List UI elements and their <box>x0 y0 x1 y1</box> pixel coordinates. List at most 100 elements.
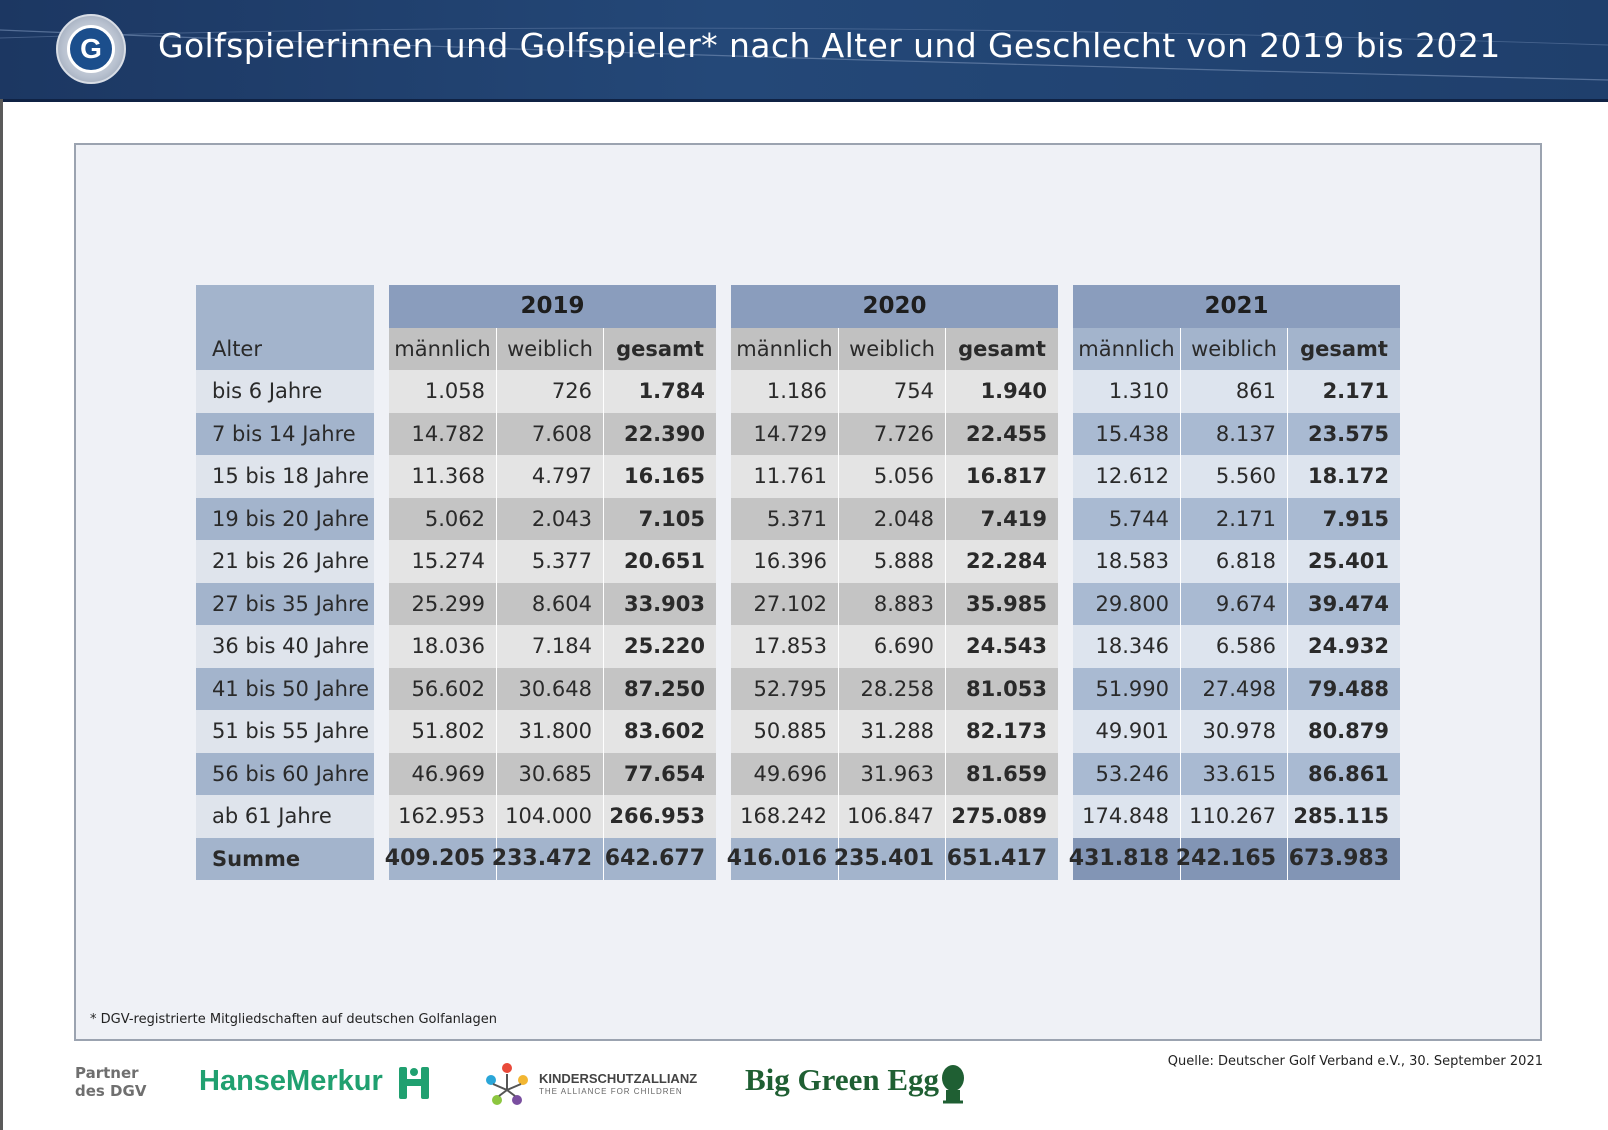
year-header-2019: 2019 <box>389 285 716 328</box>
table-cell: 53.246 <box>1073 752 1181 795</box>
table-cell: 33.903 <box>604 582 716 625</box>
table-cell: 16.396 <box>731 540 839 583</box>
table-cell: 14.782 <box>389 412 497 455</box>
hansemerkur-logo: HanseMerkur <box>199 1065 383 1097</box>
source-note: Quelle: Deutscher Golf Verband e.V., 30.… <box>1167 1054 1543 1069</box>
table-cell: 30.648 <box>497 667 604 710</box>
table-cell: 861 <box>1181 370 1288 413</box>
table-cell: 4.797 <box>497 455 604 498</box>
table-cell: 31.800 <box>497 710 604 753</box>
table-cell: 81.659 <box>946 752 1058 795</box>
table-cell: 1.186 <box>731 370 839 413</box>
subheader-2019-gesamt: gesamt <box>604 327 716 370</box>
subheader-2020-gesamt: gesamt <box>946 327 1058 370</box>
table-cell: 14.729 <box>731 412 839 455</box>
table-cell: 5.888 <box>839 540 946 583</box>
table-cell: 27.498 <box>1181 667 1288 710</box>
total-cell: 642.677 <box>604 837 716 880</box>
dgv-logo: G <box>56 14 126 84</box>
row-label: 21 bis 26 Jahre <box>196 540 374 583</box>
table-cell: 24.932 <box>1288 625 1400 668</box>
table-cell: 81.053 <box>946 667 1058 710</box>
dgv-logo-letter: G <box>80 33 102 64</box>
header-blank-cell <box>196 285 374 328</box>
partner-label: Partner des DGV <box>75 1064 153 1100</box>
row-label: 41 bis 50 Jahre <box>196 667 374 710</box>
subheader-2021-gesamt: gesamt <box>1288 327 1400 370</box>
page-title: Golfspielerinnen und Golfspieler* nach A… <box>158 26 1501 65</box>
row-label: 36 bis 40 Jahre <box>196 625 374 668</box>
table-cell: 86.861 <box>1288 752 1400 795</box>
table-cell: 50.885 <box>731 710 839 753</box>
table-cell: 726 <box>497 370 604 413</box>
table-cell: 174.848 <box>1073 795 1181 838</box>
row-label: 51 bis 55 Jahre <box>196 710 374 753</box>
subheader-2021-weiblich: weiblich <box>1181 327 1288 370</box>
table-cell: 5.056 <box>839 455 946 498</box>
table-cell: 23.575 <box>1288 412 1400 455</box>
table-cell: 7.105 <box>604 497 716 540</box>
table-cell: 29.800 <box>1073 582 1181 625</box>
table-cell: 39.474 <box>1288 582 1400 625</box>
table-cell: 5.744 <box>1073 497 1181 540</box>
total-cell: 242.165 <box>1176 837 1288 880</box>
table-cell: 25.220 <box>604 625 716 668</box>
table-cell: 6.690 <box>839 625 946 668</box>
table-cell: 15.274 <box>389 540 497 583</box>
table-cell: 1.310 <box>1073 370 1181 413</box>
table-cell: 22.284 <box>946 540 1058 583</box>
table-cell: 1.940 <box>946 370 1058 413</box>
table-cell: 7.419 <box>946 497 1058 540</box>
table-cell: 52.795 <box>731 667 839 710</box>
partner-label-text: Partner des DGV <box>75 1064 147 1100</box>
table-cell: 2.171 <box>1181 497 1288 540</box>
table-cell: 5.377 <box>497 540 604 583</box>
big-green-egg-logo: Big Green Egg <box>745 1062 940 1097</box>
year-header-2020: 2020 <box>731 285 1058 328</box>
table-cell: 30.978 <box>1181 710 1288 753</box>
table-cell: 24.543 <box>946 625 1058 668</box>
table-cell: 8.604 <box>497 582 604 625</box>
table-cell: 110.267 <box>1181 795 1288 838</box>
table-cell: 18.036 <box>389 625 497 668</box>
table-cell: 754 <box>839 370 946 413</box>
table-cell: 6.818 <box>1181 540 1288 583</box>
table-cell: 80.879 <box>1288 710 1400 753</box>
row-label: ab 61 Jahre <box>196 795 374 838</box>
total-cell: 235.401 <box>834 837 946 880</box>
table-cell: 5.371 <box>731 497 839 540</box>
table-cell: 104.000 <box>497 795 604 838</box>
row-label: 19 bis 20 Jahre <box>196 497 374 540</box>
table-cell: 12.612 <box>1073 455 1181 498</box>
table-cell: 106.847 <box>839 795 946 838</box>
table-cell: 22.390 <box>604 412 716 455</box>
table-cell: 56.602 <box>389 667 497 710</box>
table-cell: 51.990 <box>1073 667 1181 710</box>
data-table: 2019 2020 2021 Alter männlich weiblich gesamt m… <box>196 285 1434 894</box>
table-cell: 1.058 <box>389 370 497 413</box>
table-cell: 33.615 <box>1181 752 1288 795</box>
table-cell: 168.242 <box>731 795 839 838</box>
table-cell: 30.685 <box>497 752 604 795</box>
kinderschutzallianz-tagline: THE ALLIANCE FOR CHILDREN <box>539 1087 683 1096</box>
table-cell: 8.883 <box>839 582 946 625</box>
table-cell: 16.817 <box>946 455 1058 498</box>
table-cell: 2.043 <box>497 497 604 540</box>
subheader-2021-männlich: männlich <box>1073 327 1181 370</box>
table-cell: 162.953 <box>389 795 497 838</box>
table-cell: 1.784 <box>604 370 716 413</box>
total-cell: 233.472 <box>492 837 604 880</box>
table-cell: 2.048 <box>839 497 946 540</box>
row-label: 56 bis 60 Jahre <box>196 752 374 795</box>
subheader-2020-männlich: männlich <box>731 327 839 370</box>
table-cell: 7.184 <box>497 625 604 668</box>
row-label: 15 bis 18 Jahre <box>196 455 374 498</box>
total-cell: 416.016 <box>727 837 839 880</box>
table-cell: 20.651 <box>604 540 716 583</box>
table-cell: 17.853 <box>731 625 839 668</box>
table-cell: 8.137 <box>1181 412 1288 455</box>
table-cell: 5.062 <box>389 497 497 540</box>
total-cell: 651.417 <box>946 837 1058 880</box>
table-cell: 46.969 <box>389 752 497 795</box>
subheader-2020-weiblich: weiblich <box>839 327 946 370</box>
